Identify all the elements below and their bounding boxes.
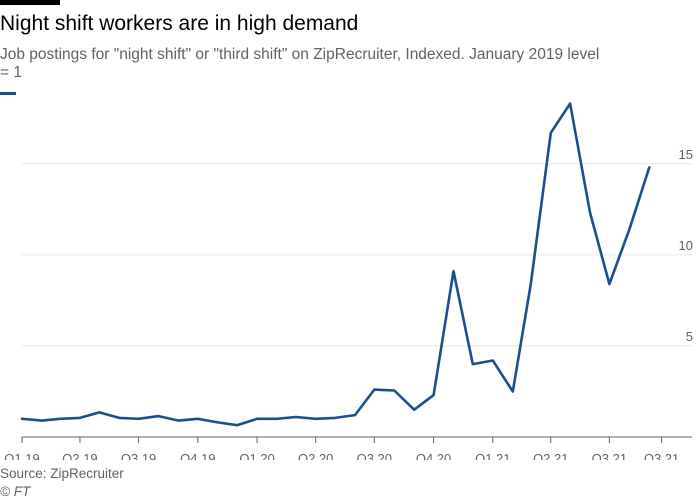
legend-line-swatch — [0, 92, 16, 95]
y-axis: 5 10 15 — [679, 147, 693, 344]
series-line — [20, 102, 651, 427]
y-tick-label: 10 — [679, 238, 693, 253]
x-tick-label: Q2 21 — [533, 451, 568, 460]
x-tick-label: Q2 20 — [298, 451, 333, 460]
x-tick-label: Q1 19 — [4, 451, 39, 460]
y-tick-label: 15 — [679, 147, 693, 162]
x-tick-label: Q4 20 — [416, 451, 451, 460]
x-tick-label: Q1 20 — [239, 451, 274, 460]
x-tick-label: Q2 19 — [62, 451, 97, 460]
x-tick-label: Q3 20 — [357, 451, 392, 460]
series-layer — [20, 102, 651, 427]
y-tick-label: 5 — [686, 329, 693, 344]
x-tick-label: Q3 21 — [644, 451, 679, 460]
x-axis: Q1 19 Q2 19 Q3 19 Q4 19 Q1 20 Q2 20 Q3 20 Q4 20… — [4, 437, 679, 460]
source-note: Source: ZipRecruiter — [0, 466, 124, 481]
x-tick-label: Q3 21 — [592, 451, 627, 460]
chart-subtitle: Job postings for "night shift" or "third… — [0, 46, 600, 81]
chart-title: Night shift workers are in high demand — [0, 12, 359, 35]
copyright-credit: © FT — [0, 484, 31, 499]
x-tick-label: Q1 21 — [475, 451, 510, 460]
x-tick-label: Q3 19 — [121, 451, 156, 460]
grid-layer — [22, 163, 692, 438]
x-tick-label: Q4 19 — [180, 451, 215, 460]
top-accent-bar — [0, 0, 60, 5]
line-chart: Q1 19 Q2 19 Q3 19 Q4 19 Q1 20 Q2 20 Q3 20 Q4 20… — [4, 102, 693, 460]
